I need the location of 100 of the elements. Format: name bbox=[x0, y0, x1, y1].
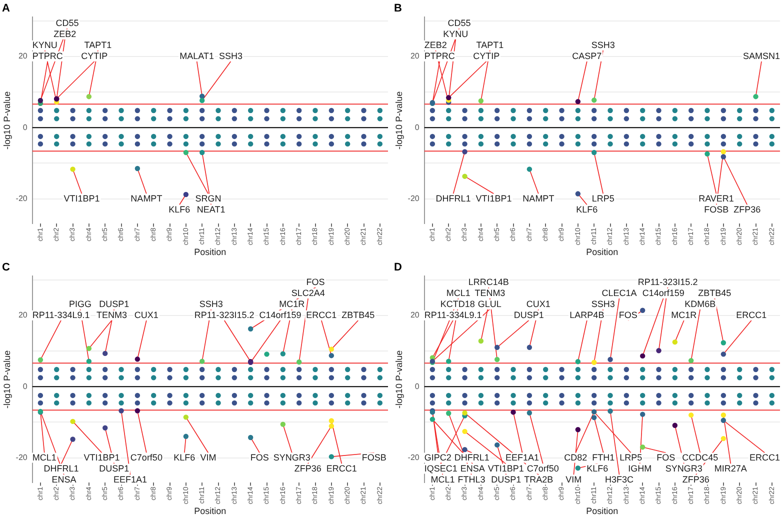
annotation: FOSB bbox=[704, 204, 729, 214]
annotation: GIPC2 bbox=[424, 452, 452, 462]
y-axis-title: -log10 P-value bbox=[394, 91, 404, 150]
x-axis-title: Position bbox=[586, 247, 618, 258]
annotation: ERCC1 bbox=[326, 463, 357, 474]
annotation: PIGG bbox=[68, 298, 92, 309]
y-tick-label: 0 bbox=[22, 122, 28, 132]
annotation: ZFP36 bbox=[734, 204, 761, 214]
annotation: RP11-334L9.1 bbox=[424, 310, 482, 320]
annotation: MC1R bbox=[671, 310, 698, 320]
annotation: CYTIP bbox=[81, 50, 108, 61]
annotation: ERCC1 bbox=[749, 452, 780, 462]
annotation: LARP4B bbox=[570, 310, 604, 320]
annotation: CD82 bbox=[564, 452, 588, 462]
annotation: CD55 bbox=[56, 18, 79, 28]
annotation: VTI1BP1 bbox=[64, 193, 100, 204]
annotation: VIM bbox=[566, 474, 582, 484]
annotation: SRGN bbox=[195, 193, 222, 204]
annotation: SSH3 bbox=[199, 298, 223, 309]
annotation: ERCC1 bbox=[306, 310, 337, 320]
chart-title: A bbox=[2, 2, 10, 15]
annotation: SSH3 bbox=[591, 40, 615, 50]
annotation: SAMSN1 bbox=[742, 50, 780, 61]
y-axis-title: -log10 P-value bbox=[394, 350, 404, 408]
annotation: ZFP36 bbox=[294, 463, 322, 474]
annotation: VTI1BP1 bbox=[84, 452, 120, 462]
y-tick-label: 20 bbox=[18, 310, 28, 320]
y-tick-label: -20 bbox=[408, 194, 420, 203]
annotation: RP11-323I15.2 bbox=[638, 276, 698, 287]
annotation: FOS bbox=[618, 310, 638, 320]
y-axis-title: -log10 P-value bbox=[2, 350, 12, 408]
chart-title: B bbox=[394, 2, 402, 15]
annotation: DUSP1 bbox=[99, 298, 130, 309]
annotation: ERCC1 bbox=[736, 310, 767, 320]
y-tick-label: 20 bbox=[18, 52, 28, 61]
annotation: C14orf159 bbox=[259, 310, 302, 320]
y-tick-label: 0 bbox=[414, 122, 420, 132]
annotation: KYNU bbox=[443, 28, 468, 39]
annotation: SYNGR3 bbox=[273, 452, 310, 462]
annotation: ENSA bbox=[460, 463, 485, 474]
annotation: LRRC14B bbox=[468, 276, 509, 287]
annotation: IQSEC1 bbox=[424, 463, 458, 474]
annotation: FTHL3 bbox=[458, 474, 486, 484]
annotation: NAMPT bbox=[130, 193, 163, 204]
annotation: SLC2A4 bbox=[291, 288, 325, 298]
chart-title: C bbox=[2, 262, 10, 274]
annotation: TENM3 bbox=[474, 288, 506, 298]
annotation: VTI1BP1 bbox=[488, 463, 524, 474]
annotation: ZBTB45 bbox=[698, 288, 732, 298]
annotation: ZFP36 bbox=[682, 474, 710, 484]
y-axis-title: -log10 P-value bbox=[2, 91, 12, 150]
annotation: MALAT1 bbox=[180, 50, 214, 61]
y-tick-label: 20 bbox=[410, 52, 420, 61]
annotation: PTPRC bbox=[424, 50, 456, 61]
y-tick-label: -20 bbox=[408, 452, 420, 462]
annotation: MCL1 bbox=[446, 288, 470, 298]
annotation: RP11-334L9.1 bbox=[32, 310, 90, 320]
annotation: NAMPT bbox=[522, 193, 555, 204]
annotation: MIR27A bbox=[714, 463, 747, 474]
annotation: FOS bbox=[250, 452, 269, 462]
annotation: DHFRL1 bbox=[44, 463, 79, 474]
annotation: CUX1 bbox=[526, 298, 550, 309]
annotation: TRA2B bbox=[524, 474, 554, 484]
annotation: ENSA bbox=[52, 474, 76, 484]
annotation: MCL1 bbox=[32, 452, 56, 462]
x-axis-title: Position bbox=[194, 506, 226, 516]
annotation: CCDC45 bbox=[682, 452, 718, 462]
annotation: CASP7 bbox=[572, 50, 602, 61]
y-tick-label: 20 bbox=[410, 310, 420, 320]
chart-title: D bbox=[394, 262, 402, 274]
annotation: CUX1 bbox=[134, 310, 158, 320]
annotation: FOS bbox=[306, 276, 325, 287]
annotation: IGHM bbox=[628, 463, 652, 474]
annotation: MC1R bbox=[279, 298, 306, 309]
annotation: EEF1A1 bbox=[506, 452, 540, 462]
annotation: EEF1A1 bbox=[114, 474, 148, 484]
annotation: CYTIP bbox=[473, 50, 500, 61]
annotation: CLEC1A bbox=[602, 288, 637, 298]
annotation: KLF6 bbox=[576, 204, 598, 214]
annotation: KLF6 bbox=[168, 204, 190, 214]
annotation: RP11-323I15.2 bbox=[194, 310, 254, 320]
annotation: SSH3 bbox=[219, 50, 243, 61]
y-tick-label: -20 bbox=[16, 194, 28, 203]
annotation: SSH3 bbox=[591, 298, 615, 309]
annotation: ZEB2 bbox=[424, 40, 447, 50]
annotation: C14orf159 bbox=[642, 288, 684, 298]
annotation: KCTD18 bbox=[440, 298, 475, 309]
annotation: DHFRL1 bbox=[454, 452, 490, 462]
annotation: KDM6B bbox=[684, 298, 716, 309]
y-tick-label: 0 bbox=[414, 382, 420, 391]
annotation: SYNGR3 bbox=[665, 463, 702, 474]
annotation: DHFRL1 bbox=[436, 193, 471, 204]
annotation: KLF6 bbox=[586, 463, 608, 474]
annotation: C7orf50 bbox=[130, 452, 162, 462]
annotation: GLUL bbox=[478, 298, 502, 309]
annotation: ZBTB45 bbox=[342, 310, 375, 320]
annotation: LRP5 bbox=[620, 452, 642, 462]
x-axis-title: Position bbox=[194, 247, 226, 258]
annotation: KLF6 bbox=[174, 452, 196, 462]
annotation: CD55 bbox=[448, 18, 471, 28]
